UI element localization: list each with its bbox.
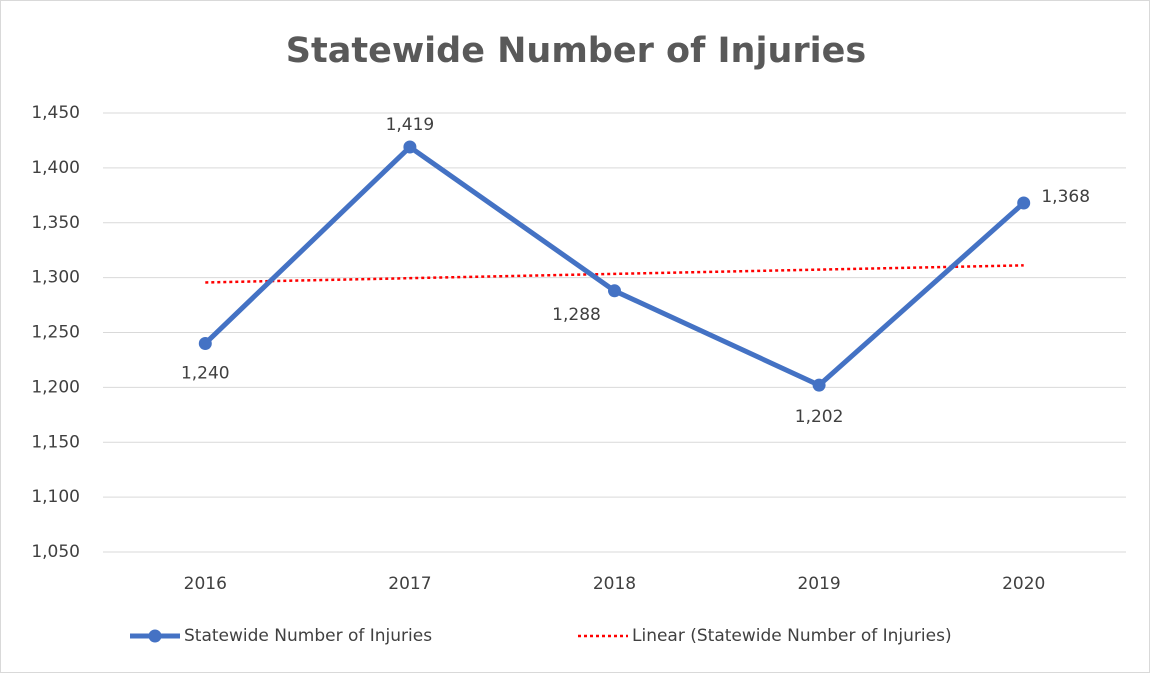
- y-tick-label: 1,250: [31, 323, 80, 343]
- data-label: 1,288: [552, 305, 601, 325]
- legend-label: Statewide Number of Injuries: [184, 626, 432, 646]
- point: [812, 378, 826, 392]
- legend-label: Linear (Statewide Number of Injuries): [632, 626, 952, 646]
- point: [403, 140, 417, 154]
- x-tick-label: 2020: [1002, 574, 1045, 594]
- y-tick-label: 1,350: [31, 213, 80, 233]
- x-tick-label: 2016: [184, 574, 227, 594]
- x-tick-label: 2018: [593, 574, 636, 594]
- y-tick-label: 1,300: [31, 268, 80, 288]
- point: [608, 284, 621, 298]
- point: [1017, 196, 1031, 210]
- y-tick-label: 1,150: [31, 432, 80, 452]
- y-tick-label: 1,450: [31, 103, 80, 123]
- y-tick-label: 1,050: [31, 542, 80, 562]
- point: [198, 336, 212, 350]
- y-tick-label: 1,100: [31, 487, 80, 507]
- y-tick-label: 1,400: [31, 158, 80, 178]
- data-label: 1,202: [795, 407, 844, 427]
- trend-line: [205, 264, 1024, 284]
- data-label: 1,240: [181, 363, 230, 383]
- data-label: 1,419: [386, 115, 435, 135]
- chart-title: Statewide Number of Injuries: [286, 31, 866, 71]
- x-tick-label: 2017: [388, 574, 431, 594]
- x-tick-label: 2019: [797, 574, 840, 594]
- legend-marker: [148, 629, 162, 643]
- y-tick-label: 1,200: [31, 377, 80, 397]
- data-label: 1,368: [1041, 187, 1090, 207]
